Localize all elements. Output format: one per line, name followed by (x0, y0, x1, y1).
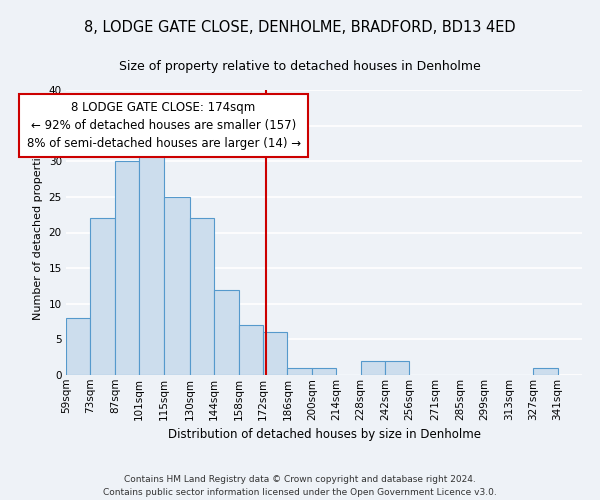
Bar (385, 361, 409, 375)
Bar (239, 325, 263, 375)
Text: Contains public sector information licensed under the Open Government Licence v3: Contains public sector information licen… (103, 488, 497, 497)
Bar (533, 368, 557, 375)
Y-axis label: Number of detached properties: Number of detached properties (33, 145, 43, 320)
Bar (263, 332, 287, 375)
Bar (115, 161, 139, 375)
Text: Size of property relative to detached houses in Denholme: Size of property relative to detached ho… (119, 60, 481, 73)
Bar (91, 218, 115, 375)
Bar (312, 368, 336, 375)
Bar (164, 197, 190, 375)
Text: 8, LODGE GATE CLOSE, DENHOLME, BRADFORD, BD13 4ED: 8, LODGE GATE CLOSE, DENHOLME, BRADFORD,… (84, 20, 516, 35)
Bar (66, 318, 91, 375)
Bar (287, 368, 312, 375)
Bar (190, 218, 214, 375)
Bar (214, 290, 239, 375)
Bar (361, 361, 385, 375)
X-axis label: Distribution of detached houses by size in Denholme: Distribution of detached houses by size … (167, 428, 481, 441)
Text: 8 LODGE GATE CLOSE: 174sqm
← 92% of detached houses are smaller (157)
8% of semi: 8 LODGE GATE CLOSE: 174sqm ← 92% of deta… (26, 100, 301, 150)
Bar (139, 154, 164, 375)
Text: Contains HM Land Registry data © Crown copyright and database right 2024.: Contains HM Land Registry data © Crown c… (124, 476, 476, 484)
